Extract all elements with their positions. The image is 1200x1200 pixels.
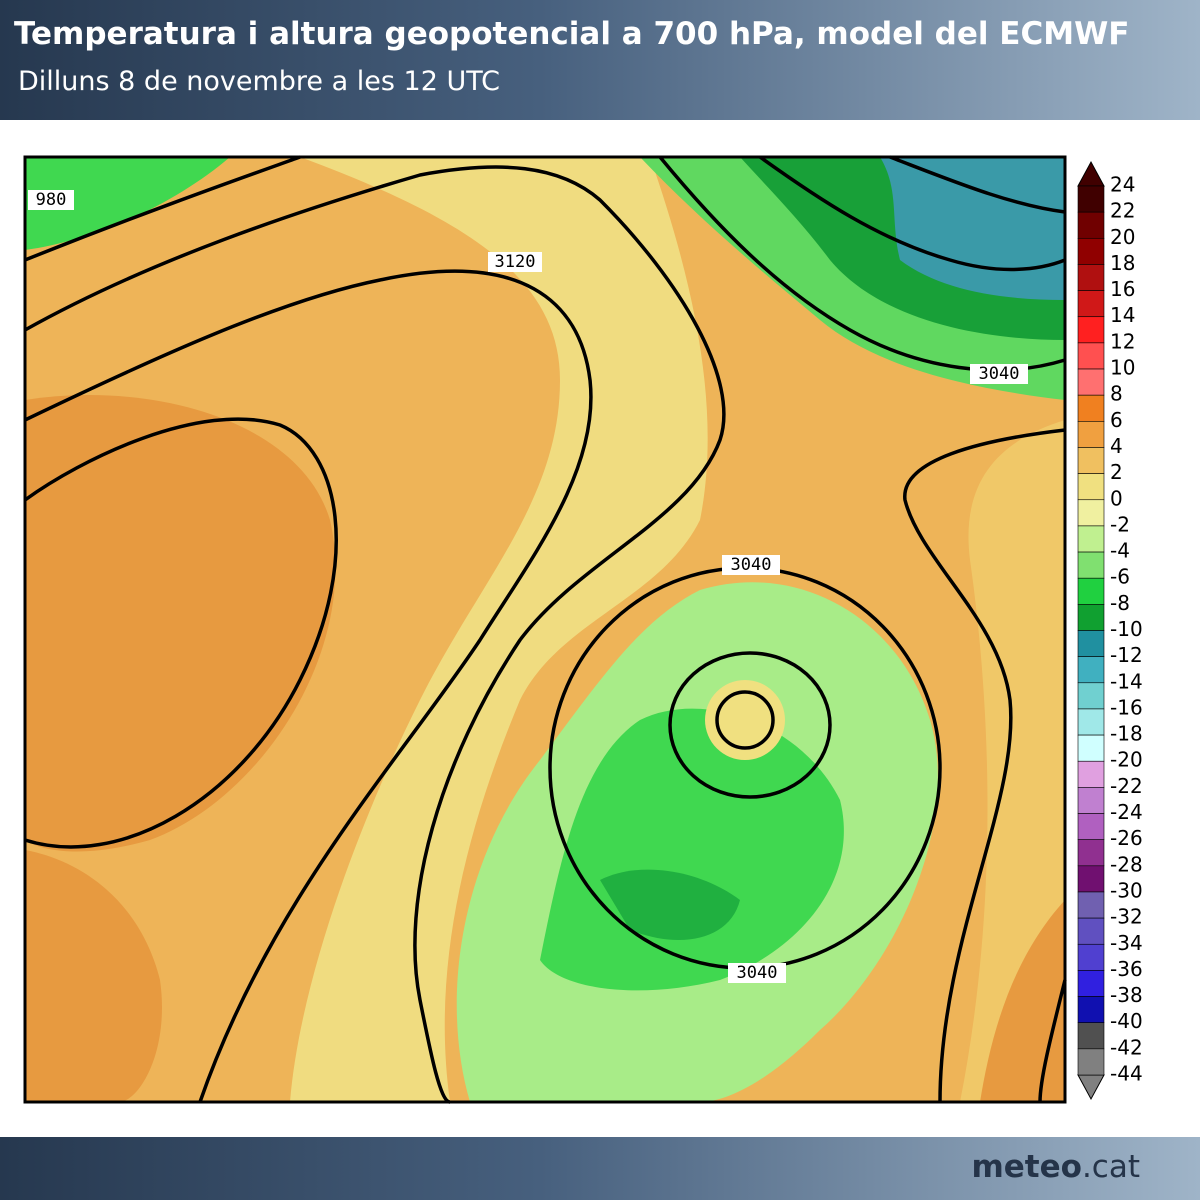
contour-label: 3040	[737, 963, 778, 983]
colorbar-top-arrow	[1077, 160, 1105, 187]
colorbar-label: -2	[1110, 512, 1130, 536]
contour-labels: 980 3120 3040 3040 3040	[28, 190, 1028, 983]
colorbar-label: -36	[1110, 957, 1143, 981]
colorbar-label: -40	[1110, 1009, 1143, 1033]
colorbar-swatch	[1077, 970, 1105, 997]
colorbar-label: -34	[1110, 931, 1143, 955]
map-frame	[23, 155, 1067, 1104]
colorbar-swatch	[1077, 525, 1105, 553]
colorbar-label: 6	[1110, 408, 1123, 432]
colorbar-label: 2	[1110, 460, 1123, 484]
header: Temperatura i altura geopotencial a 700 …	[0, 0, 1200, 120]
temperature-field	[25, 157, 1065, 1102]
colorbar-label: 12	[1110, 329, 1135, 353]
colorbar-label: 16	[1110, 277, 1135, 301]
footer: meteo.cat	[0, 1137, 1200, 1200]
map-panel: 980 3120 3040 3040 3040 2422201816141210…	[23, 155, 1143, 1104]
colorbar-swatch	[1077, 1022, 1105, 1050]
colorbar-swatch	[1077, 708, 1105, 736]
colorbar-swatch	[1077, 185, 1105, 213]
contour-label: 3040	[979, 364, 1020, 384]
colorbar-swatch	[1077, 865, 1105, 893]
colorbar-label: -32	[1110, 905, 1143, 929]
colorbar-swatch	[1077, 447, 1105, 474]
colorbar-label: -18	[1110, 722, 1143, 746]
colorbar-label: 22	[1110, 199, 1135, 223]
colorbar-label: 8	[1110, 382, 1123, 406]
colorbar-swatch	[1077, 734, 1105, 762]
colorbar-swatch	[1077, 630, 1105, 657]
brand-domain: .cat	[1081, 1149, 1140, 1185]
colorbar-swatch	[1077, 499, 1105, 527]
colorbar-swatch	[1077, 394, 1105, 422]
colorbar-label: -30	[1110, 878, 1143, 902]
colorbar-label: 18	[1110, 251, 1135, 275]
colorbar-label: 0	[1110, 486, 1123, 510]
colorbar-label: -10	[1110, 617, 1143, 641]
subtitle: Dilluns 8 de novembre a les 12 UTC	[18, 66, 500, 97]
colorbar-label: -42	[1110, 1035, 1143, 1059]
brand: meteo.cat	[971, 1149, 1140, 1185]
colorbar-swatch	[1077, 1048, 1105, 1076]
colorbar-swatch	[1077, 237, 1105, 265]
colorbar-label: 14	[1110, 303, 1135, 327]
geopotential-contours	[23, 155, 1067, 1104]
colorbar-swatch	[1077, 656, 1105, 684]
colorbar-label: -44	[1110, 1062, 1143, 1086]
colorbar-label: 10	[1110, 356, 1135, 380]
colorbar-label: -22	[1110, 774, 1143, 798]
colorbar-label: -16	[1110, 695, 1143, 719]
colorbar-bottom-arrow	[1077, 1074, 1105, 1101]
colorbar-label: -12	[1110, 643, 1143, 667]
colorbar: 242220181614121086420-2-4-6-8-10-12-14-1…	[1077, 160, 1143, 1101]
colorbar-swatch	[1077, 421, 1105, 448]
colorbar-label: -26	[1110, 826, 1143, 850]
colorbar-label: 20	[1110, 225, 1135, 249]
colorbar-label: 4	[1110, 434, 1123, 458]
contour-label: 980	[36, 190, 67, 210]
colorbar-swatch	[1077, 943, 1105, 971]
colorbar-swatch	[1077, 551, 1105, 579]
colorbar-label: -14	[1110, 669, 1143, 693]
colorbar-swatch	[1077, 604, 1105, 631]
title: Temperatura i altura geopotencial a 700 …	[14, 16, 1130, 52]
colorbar-swatch	[1077, 813, 1105, 840]
colorbar-label: -6	[1110, 565, 1130, 589]
contour-label: 3120	[495, 252, 536, 272]
colorbar-label: 24	[1110, 173, 1135, 197]
colorbar-label: -28	[1110, 852, 1143, 876]
colorbar-swatch	[1077, 996, 1105, 1024]
brand-name: meteo	[971, 1149, 1082, 1185]
colorbar-swatch	[1077, 316, 1105, 344]
colorbar-swatch	[1077, 839, 1105, 867]
colorbar-swatch	[1077, 342, 1105, 370]
colorbar-swatch	[1077, 290, 1105, 318]
colorbar-label: -38	[1110, 983, 1143, 1007]
colorbar-swatch	[1077, 787, 1105, 814]
colorbar-label: -8	[1110, 591, 1130, 615]
colorbar-label: -24	[1110, 800, 1143, 824]
colorbar-swatch	[1077, 891, 1105, 919]
colorbar-label: -20	[1110, 748, 1143, 772]
colorbar-label: -4	[1110, 539, 1130, 563]
colorbar-swatch	[1077, 682, 1105, 710]
colorbar-swatch	[1077, 473, 1105, 501]
colorbar-swatch	[1077, 211, 1105, 239]
colorbar-swatch	[1077, 577, 1105, 605]
colorbar-swatch	[1077, 760, 1105, 788]
colorbar-swatch	[1077, 368, 1105, 396]
contour-label: 3040	[731, 555, 772, 575]
colorbar-swatch	[1077, 917, 1105, 945]
colorbar-swatch	[1077, 264, 1105, 291]
